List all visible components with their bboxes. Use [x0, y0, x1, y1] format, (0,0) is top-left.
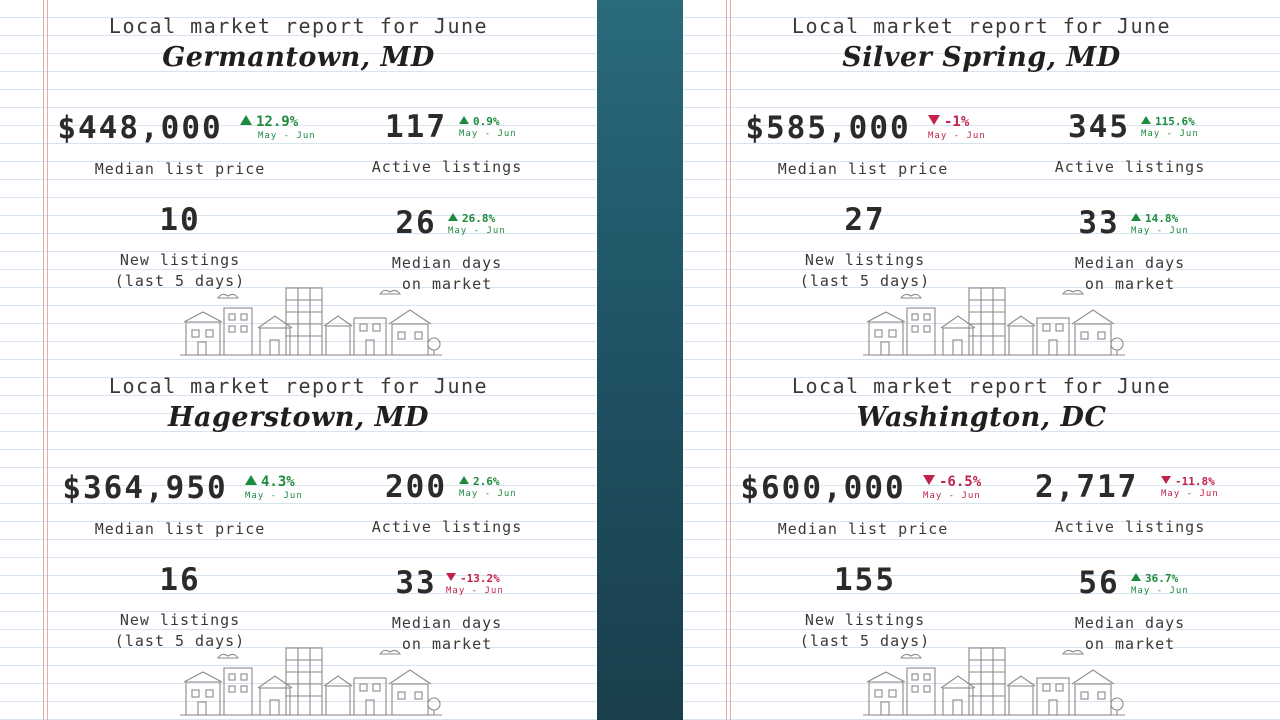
market-report-card: Local market report for June Silver Spri… — [683, 0, 1280, 360]
margin-line — [726, 0, 727, 720]
market-report-card: Local market report for June Washington,… — [683, 360, 1280, 720]
triangle-up-icon — [459, 476, 469, 484]
median-list-price-value: $448,000 — [57, 110, 223, 146]
triangle-down-icon — [923, 475, 935, 485]
price-change: -1% May - Jun — [928, 114, 986, 141]
town-skyline-illustration — [863, 287, 1125, 356]
median-days-label: Median days on market — [1074, 614, 1186, 653]
new-listings-value: 16 — [159, 562, 201, 598]
report-heading: Local market report for June — [108, 374, 489, 398]
triangle-down-icon — [928, 115, 940, 125]
triangle-up-icon — [459, 116, 469, 124]
city-title: Washington, DC — [856, 402, 1107, 433]
active-listings-label: Active listings — [1054, 518, 1206, 536]
median-list-price-value: $364,950 — [62, 470, 228, 506]
active-listings-label: Active listings — [371, 518, 523, 536]
new-listings-label: New listings (last 5 days) — [114, 251, 246, 290]
city-title: Hagerstown, MD — [168, 402, 429, 433]
price-change: 4.3% May - Jun — [245, 474, 303, 501]
active-listings-value: 200 — [385, 469, 447, 505]
price-change: -6.5% May - Jun — [923, 474, 982, 501]
active-listings-change: 2.6% May - Jun — [459, 475, 517, 499]
median-days-value: 26 — [395, 205, 437, 241]
new-listings-label: New listings (last 5 days) — [799, 251, 931, 290]
active-listings-value: 117 — [385, 109, 447, 145]
median-days-change: 36.7% May - Jun — [1131, 572, 1189, 596]
town-skyline-illustration — [863, 647, 1125, 716]
active-listings-value: 2,717 — [1035, 469, 1139, 505]
triangle-up-icon — [245, 475, 257, 485]
triangle-up-icon — [240, 115, 252, 125]
new-listings-value: 155 — [834, 562, 896, 598]
town-skyline-illustration — [180, 647, 442, 716]
median-list-price-label: Median list price — [777, 520, 949, 538]
city-title: Germantown, MD — [162, 42, 435, 73]
new-listings-value: 27 — [844, 202, 886, 238]
margin-line — [43, 0, 44, 720]
active-listings-label: Active listings — [371, 158, 523, 176]
price-change: 12.9% May - Jun — [240, 114, 316, 141]
left-paper — [0, 0, 597, 720]
center-divider — [597, 0, 683, 720]
new-listings-label: New listings (last 5 days) — [799, 611, 931, 650]
median-days-label: Median days on market — [1074, 254, 1186, 293]
report-heading: Local market report for June — [791, 14, 1172, 38]
town-skyline-illustration — [180, 287, 442, 356]
median-days-change: -13.2% May - Jun — [446, 572, 504, 596]
right-paper — [683, 0, 1280, 720]
new-listings-label: New listings (last 5 days) — [114, 611, 246, 650]
report-heading: Local market report for June — [791, 374, 1172, 398]
report-heading: Local market report for June — [108, 14, 489, 38]
median-days-value: 33 — [395, 565, 437, 601]
active-listings-change: 0.9% May - Jun — [459, 115, 517, 139]
margin-line — [47, 0, 48, 720]
triangle-up-icon — [448, 213, 458, 221]
active-listings-value: 345 — [1068, 109, 1130, 145]
active-listings-label: Active listings — [1054, 158, 1206, 176]
market-report-card: Local market report for June Germantown,… — [0, 0, 597, 360]
new-listings-value: 10 — [159, 202, 201, 238]
median-list-price-value: $600,000 — [740, 470, 906, 506]
triangle-up-icon — [1141, 116, 1151, 124]
margin-line — [730, 0, 731, 720]
median-list-price-label: Median list price — [777, 160, 949, 178]
median-list-price-value: $585,000 — [745, 110, 911, 146]
median-days-value: 33 — [1078, 205, 1120, 241]
triangle-down-icon — [1161, 476, 1171, 484]
active-listings-change: 115.6% May - Jun — [1141, 115, 1199, 139]
median-days-label: Median days on market — [391, 254, 503, 293]
active-listings-change: -11.8% May - Jun — [1161, 475, 1219, 499]
median-days-value: 56 — [1078, 565, 1120, 601]
median-days-change: 26.8% May - Jun — [448, 212, 506, 236]
median-days-change: 14.8% May - Jun — [1131, 212, 1189, 236]
median-list-price-label: Median list price — [94, 520, 266, 538]
city-title: Silver Spring, MD — [842, 42, 1121, 73]
median-list-price-label: Median list price — [94, 160, 266, 178]
triangle-down-icon — [446, 573, 456, 581]
triangle-up-icon — [1131, 573, 1141, 581]
market-report-card: Local market report for June Hagerstown,… — [0, 360, 597, 720]
triangle-up-icon — [1131, 213, 1141, 221]
median-days-label: Median days on market — [391, 614, 503, 653]
